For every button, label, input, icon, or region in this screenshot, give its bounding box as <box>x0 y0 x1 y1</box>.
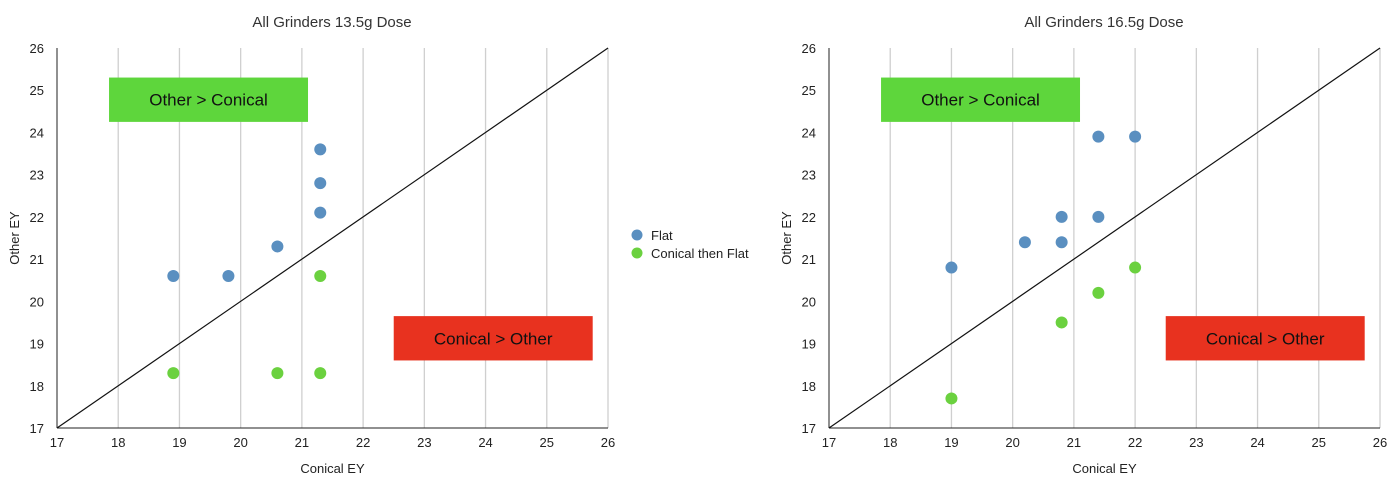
legend-item-label: Flat <box>651 228 673 243</box>
point-conical-then-flat <box>1055 316 1068 329</box>
x-tick-label: 19 <box>944 435 958 450</box>
point-conical-then-flat <box>271 367 284 380</box>
legend-marker <box>631 247 643 259</box>
chart-title: All Grinders 13.5g Dose <box>252 14 411 31</box>
point-flat <box>314 143 327 156</box>
annotation-label: Conical > Other <box>434 329 553 348</box>
y-tick-label: 17 <box>30 421 44 436</box>
y-tick-label: 25 <box>802 83 816 98</box>
y-tick-label: 25 <box>30 83 44 98</box>
point-flat <box>1055 210 1068 223</box>
annotation-label: Other > Conical <box>921 91 1040 110</box>
point-flat <box>1092 210 1105 223</box>
diagonal-line <box>828 47 1381 429</box>
x-tick-label: 18 <box>883 435 897 450</box>
y-tick-label: 26 <box>802 41 816 56</box>
x-tick-label: 22 <box>1128 435 1142 450</box>
x-tick-label: 23 <box>1189 435 1203 450</box>
y-tick-label: 20 <box>802 294 816 309</box>
point-flat <box>314 177 327 190</box>
x-tick-label: 23 <box>417 435 431 450</box>
x-tick-label: 17 <box>50 435 64 450</box>
y-tick-label: 24 <box>802 125 816 140</box>
y-tick-label: 24 <box>30 125 44 140</box>
x-tick-label: 21 <box>295 435 309 450</box>
point-conical-then-flat <box>314 270 327 282</box>
legend-item-label: Conical then Flat <box>651 246 749 261</box>
point-flat <box>1055 236 1068 249</box>
point-conical-then-flat <box>167 367 180 380</box>
y-tick-label: 22 <box>30 210 44 225</box>
annotation-box-other-greater <box>881 77 1081 122</box>
y-axis-label: Other EY <box>779 211 794 265</box>
x-tick-label: 26 <box>601 435 615 450</box>
legend-marker <box>631 229 643 241</box>
chart-2: All Grinders 16.5g Dose 17 18 19 20 21 22 23 24 2… <box>779 14 1387 476</box>
x-tick-label: 22 <box>356 435 370 450</box>
annotation-label: Other > Conical <box>149 91 268 110</box>
x-tick-label: 24 <box>478 435 492 450</box>
point-conical-then-flat <box>314 367 327 380</box>
point-flat <box>167 270 180 282</box>
x-tick-label: 26 <box>1373 435 1387 450</box>
point-flat <box>271 240 284 253</box>
annotation-box-conical-greater <box>1165 316 1365 361</box>
y-tick-label: 19 <box>802 337 816 352</box>
x-axis-label: Conical EY <box>300 461 365 476</box>
point-conical-then-flat <box>1092 286 1105 299</box>
x-tick-label: 17 <box>822 435 836 450</box>
y-tick-label: 23 <box>802 168 816 183</box>
chart-title: All Grinders 16.5g Dose <box>1024 14 1183 31</box>
x-tick-label: 25 <box>540 435 554 450</box>
chart-1: All Grinders 13.5g Dose 17 18 19 20 21 22 23 24 2… <box>7 14 615 476</box>
y-tick-label: 21 <box>30 252 44 267</box>
point-flat <box>945 261 958 274</box>
diagonal-line <box>56 47 609 429</box>
point-flat <box>1092 130 1105 143</box>
y-tick-label: 23 <box>30 168 44 183</box>
y-tick-label: 18 <box>802 379 816 394</box>
x-tick-label: 21 <box>1067 435 1081 450</box>
point-flat <box>222 270 235 282</box>
x-tick-label: 24 <box>1250 435 1264 450</box>
point-flat <box>314 206 327 219</box>
y-tick-label: 21 <box>802 252 816 267</box>
x-axis-label: Conical EY <box>1072 461 1137 476</box>
y-axis-label: Other EY <box>7 211 22 265</box>
annotation-box-conical-greater <box>393 316 593 361</box>
y-tick-label: 19 <box>30 337 44 352</box>
point-conical-then-flat <box>1129 261 1142 274</box>
point-flat <box>1129 130 1142 143</box>
legend: Flat Conical then Flat <box>631 228 749 261</box>
y-tick-label: 18 <box>30 379 44 394</box>
x-tick-label: 20 <box>233 435 247 450</box>
x-tick-label: 19 <box>172 435 186 450</box>
annotation-label: Conical > Other <box>1206 329 1325 348</box>
x-tick-label: 25 <box>1312 435 1326 450</box>
point-conical-then-flat <box>945 392 958 405</box>
x-tick-label: 18 <box>111 435 125 450</box>
point-flat <box>1018 236 1031 249</box>
y-tick-label: 22 <box>802 210 816 225</box>
y-tick-label: 26 <box>30 41 44 56</box>
y-tick-label: 17 <box>802 421 816 436</box>
y-tick-label: 20 <box>30 294 44 309</box>
annotation-box-other-greater <box>109 77 309 122</box>
x-tick-label: 20 <box>1005 435 1019 450</box>
